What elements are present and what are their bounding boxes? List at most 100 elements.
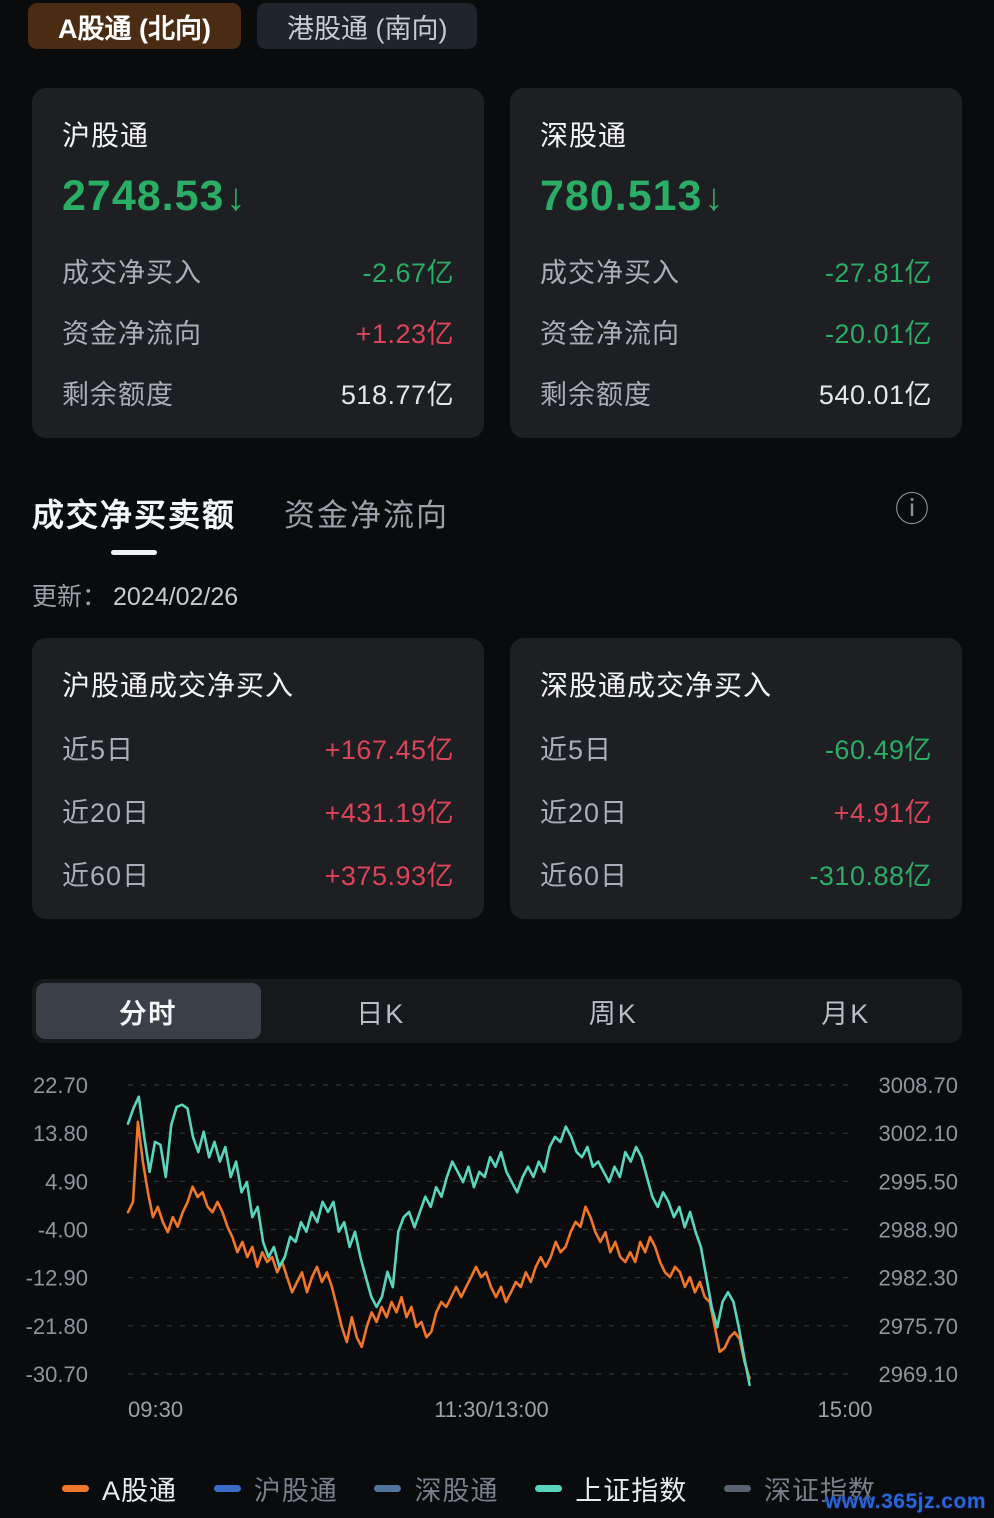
- legend-label: 上证指数: [575, 1476, 688, 1506]
- legend-marker-orange: [62, 1485, 89, 1492]
- section-tab-label: 资金净流向: [284, 498, 450, 533]
- svg-text:-12.90: -12.90: [26, 1266, 88, 1291]
- metric-rows: 近5日 +167.45亿 近20日 +431.19亿 近60日 +375.93亿: [62, 728, 454, 893]
- period-tab-daily[interactable]: 日K: [356, 998, 406, 1029]
- svg-text:2969.10: 2969.10: [878, 1362, 958, 1387]
- metric-label: 成交净买入: [62, 258, 202, 288]
- market-direction-tabs: A股通 (北向) 港股通 (南向): [0, 0, 994, 49]
- metric-label: 近60日: [62, 861, 151, 891]
- metric-row-60d: 近60日 -310.88亿: [540, 854, 932, 893]
- down-arrow-icon: ↓: [226, 177, 247, 219]
- tab-a-share-northbound[interactable]: A股通 (北向): [28, 3, 241, 49]
- legend-label: 沪股通: [253, 1476, 338, 1506]
- chart-period-tabs: 分时 日K 周K 月K: [32, 979, 962, 1043]
- info-icon[interactable]: ⓘ: [895, 491, 929, 529]
- index-quote: 780.513↓: [540, 172, 932, 221]
- svg-text:2995.50: 2995.50: [878, 1169, 958, 1194]
- metric-value: +167.45亿: [324, 735, 454, 765]
- metric-value: +4.91亿: [833, 798, 932, 828]
- active-tab-underline: [111, 550, 157, 555]
- metric-value: -20.01亿: [824, 319, 932, 349]
- update-line: 更新： 2024/02/26: [32, 577, 994, 613]
- card-shenzhen-net-buy: 深股通成交净买入 近5日 -60.49亿 近20日 +4.91亿 近60日 -3…: [510, 638, 962, 919]
- svg-text:13.80: 13.80: [33, 1121, 88, 1146]
- metric-value: -310.88亿: [809, 861, 932, 891]
- metric-row-5d: 近5日 +167.45亿: [62, 728, 454, 767]
- card-shanghai-connect: 沪股通 2748.53↓ 成交净买入 -2.67亿 资金净流向 +1.23亿 剩…: [32, 88, 484, 438]
- metric-row-remaining-quota: 剩余额度 518.77亿: [62, 373, 454, 412]
- metric-value: -2.67亿: [362, 258, 454, 288]
- legend-marker-gray: [723, 1485, 751, 1492]
- legend-label: 深股通: [414, 1476, 499, 1506]
- intraday-chart[interactable]: 22.70 3008.70 13.80 3002.10 4.90 2995.50 -4.00…: [0, 1057, 994, 1437]
- card-title: 沪股通: [62, 120, 150, 151]
- metric-row-20d: 近20日 +431.19亿: [62, 791, 454, 830]
- index-quote: 2748.53↓: [62, 172, 454, 221]
- svg-text:11:30/13:00: 11:30/13:00: [434, 1397, 549, 1422]
- metric-label: 资金净流向: [540, 319, 680, 349]
- metric-row-20d: 近20日 +4.91亿: [540, 791, 932, 830]
- metric-label: 近20日: [540, 798, 629, 828]
- legend-item-shanghai-connect[interactable]: 沪股通: [213, 1469, 338, 1508]
- metric-value: +375.93亿: [324, 861, 454, 891]
- tab-net-buy-sell-amount[interactable]: 成交净买卖额: [32, 490, 236, 555]
- svg-text:2975.70: 2975.70: [878, 1314, 958, 1339]
- legend-label: A股通: [102, 1476, 178, 1506]
- period-tab-monthly[interactable]: 月K: [821, 998, 871, 1029]
- metric-row-net-flow: 资金净流向 +1.23亿: [62, 312, 454, 351]
- legend-item-a-share[interactable]: A股通: [62, 1469, 177, 1508]
- section-header: 成交净买卖额 资金净流向 ⓘ: [32, 490, 962, 555]
- metric-row-60d: 近60日 +375.93亿: [62, 854, 454, 893]
- legend-label: 深证指数: [763, 1476, 876, 1506]
- metric-label: 近5日: [62, 735, 135, 765]
- metric-value: 540.01亿: [818, 380, 932, 410]
- legend-item-sse-index[interactable]: 上证指数: [535, 1469, 687, 1508]
- period-tab-weekly[interactable]: 周K: [588, 998, 638, 1029]
- tab-net-capital-flow[interactable]: 资金净流向: [284, 490, 449, 535]
- update-date: 2024/02/26: [113, 583, 239, 611]
- legend-marker-blue: [213, 1485, 241, 1492]
- metric-value: -60.49亿: [824, 735, 932, 765]
- metric-value: 518.77亿: [340, 380, 454, 410]
- metric-value: +431.19亿: [324, 798, 454, 828]
- metric-value: +1.23亿: [355, 319, 454, 349]
- svg-text:-4.00: -4.00: [38, 1218, 88, 1243]
- watermark: www.365jz.com: [825, 1490, 986, 1513]
- metric-label: 近60日: [540, 861, 629, 891]
- index-value: 2748.53: [62, 172, 225, 220]
- update-label: 更新：: [32, 583, 108, 611]
- card-title: 深股通成交净买入: [540, 670, 773, 701]
- down-arrow-icon: ↓: [704, 177, 725, 219]
- metric-label: 成交净买入: [540, 258, 680, 288]
- card-title: 深股通: [540, 120, 628, 151]
- index-value: 780.513: [540, 172, 703, 220]
- legend-marker-teal: [535, 1485, 563, 1492]
- svg-text:09:30: 09:30: [128, 1397, 183, 1422]
- metric-label: 剩余额度: [62, 380, 174, 410]
- metric-rows: 成交净买入 -27.81亿 资金净流向 -20.01亿 剩余额度 540.01亿: [540, 251, 932, 412]
- svg-text:15:00: 15:00: [817, 1397, 872, 1422]
- section-tab-label: 成交净买卖额: [32, 497, 237, 533]
- metric-row-net-flow: 资金净流向 -20.01亿: [540, 312, 932, 351]
- legend-item-szse-index[interactable]: 深证指数: [723, 1469, 876, 1508]
- svg-text:4.90: 4.90: [45, 1169, 88, 1194]
- svg-text:2982.30: 2982.30: [878, 1266, 958, 1291]
- metric-row-5d: 近5日 -60.49亿: [540, 728, 932, 767]
- metric-row-net-buy: 成交净买入 -27.81亿: [540, 251, 932, 290]
- summary-cards-row: 沪股通 2748.53↓ 成交净买入 -2.67亿 资金净流向 +1.23亿 剩…: [0, 88, 994, 438]
- legend-item-shenzhen-connect[interactable]: 深股通: [374, 1469, 498, 1508]
- metric-label: 近5日: [540, 735, 613, 765]
- svg-text:2988.90: 2988.90: [878, 1218, 958, 1243]
- metric-label: 近20日: [62, 798, 151, 828]
- metric-label: 资金净流向: [62, 319, 202, 349]
- period-tab-intraday[interactable]: 分时: [36, 983, 261, 1039]
- card-shanghai-net-buy: 沪股通成交净买入 近5日 +167.45亿 近20日 +431.19亿 近60日…: [32, 638, 484, 919]
- card-shenzhen-connect: 深股通 780.513↓ 成交净买入 -27.81亿 资金净流向 -20.01亿…: [510, 88, 962, 438]
- tab-hk-southbound[interactable]: 港股通 (南向): [256, 3, 478, 49]
- metric-value: -27.81亿: [824, 258, 932, 288]
- metric-rows: 成交净买入 -2.67亿 资金净流向 +1.23亿 剩余额度 518.77亿: [62, 251, 454, 412]
- card-title: 沪股通成交净买入: [62, 670, 295, 701]
- svg-text:3008.70: 3008.70: [878, 1073, 958, 1098]
- metric-row-net-buy: 成交净买入 -2.67亿: [62, 251, 454, 290]
- metric-row-remaining-quota: 剩余额度 540.01亿: [540, 373, 932, 412]
